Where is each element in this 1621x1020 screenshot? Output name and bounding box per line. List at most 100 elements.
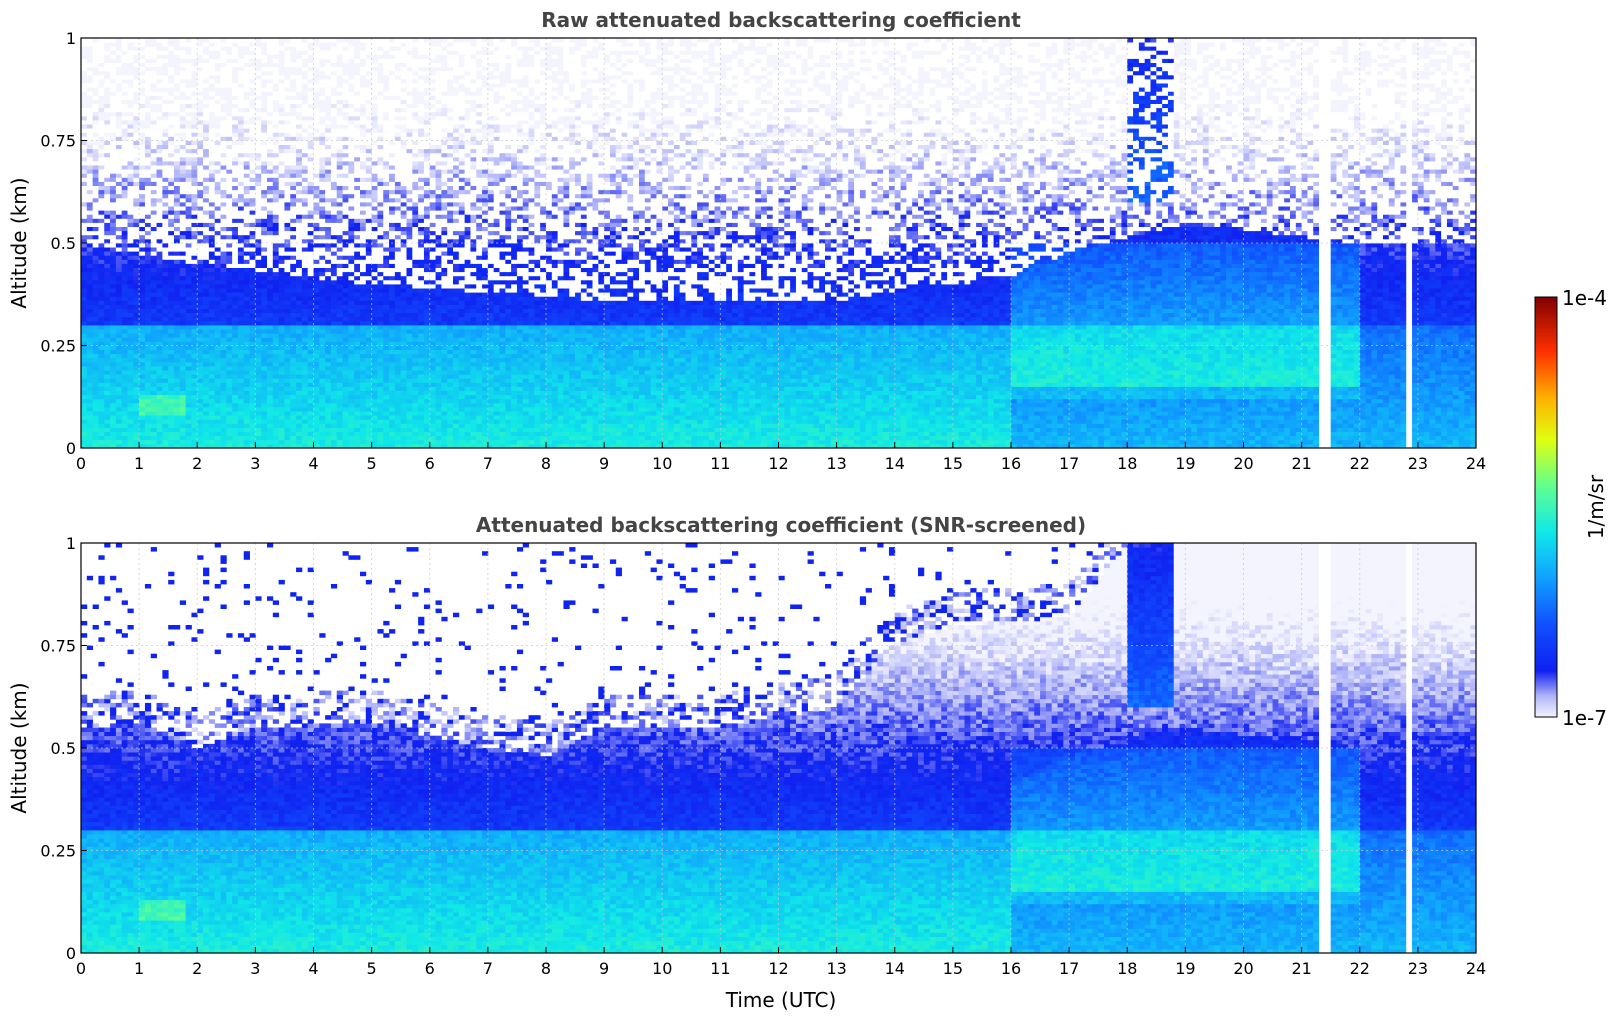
heatmap-cell bbox=[98, 251, 105, 256]
heatmap-cell bbox=[156, 398, 163, 404]
heatmap-cell bbox=[301, 173, 309, 178]
heatmap-cell bbox=[197, 128, 204, 133]
heatmap-cell bbox=[336, 42, 343, 47]
heatmap-cell bbox=[255, 247, 262, 252]
heatmap-cell bbox=[267, 210, 274, 215]
heatmap-cell bbox=[110, 427, 117, 432]
heatmap-cell bbox=[319, 46, 326, 51]
heatmap-cell bbox=[144, 398, 152, 404]
heatmap-cell bbox=[313, 202, 320, 207]
heatmap-cell bbox=[150, 263, 157, 268]
heatmap-cell bbox=[301, 390, 309, 396]
heatmap-cell bbox=[174, 173, 181, 178]
heatmap-cell bbox=[121, 353, 128, 359]
heatmap-cell bbox=[307, 292, 314, 297]
heatmap-cell bbox=[121, 423, 128, 428]
heatmap-cell bbox=[360, 263, 367, 268]
heatmap-cell bbox=[342, 398, 349, 404]
heatmap-cell bbox=[104, 407, 111, 412]
heatmap-cell bbox=[330, 255, 338, 260]
heatmap-cell bbox=[133, 169, 140, 174]
heatmap-cell bbox=[365, 443, 373, 449]
heatmap-cell bbox=[342, 308, 349, 314]
heatmap-cell bbox=[139, 443, 146, 449]
heatmap-cell bbox=[261, 58, 268, 63]
heatmap-cell bbox=[150, 247, 157, 252]
heatmap-cell bbox=[185, 247, 192, 252]
heatmap-cell bbox=[179, 210, 187, 215]
heatmap-cell bbox=[115, 156, 123, 162]
heatmap-cell bbox=[104, 353, 111, 359]
heatmap-cell bbox=[336, 259, 343, 264]
heatmap-cell bbox=[156, 349, 163, 355]
heatmap-cell bbox=[162, 353, 169, 359]
heatmap-cell bbox=[307, 107, 314, 113]
heatmap-cell bbox=[81, 304, 88, 309]
heatmap-cell bbox=[98, 83, 105, 88]
heatmap-cell bbox=[226, 370, 233, 375]
heatmap-cell bbox=[365, 95, 373, 100]
heatmap-cell bbox=[208, 95, 216, 100]
heatmap-cell bbox=[208, 419, 216, 424]
heatmap-cell bbox=[272, 115, 280, 121]
heatmap-cell bbox=[86, 234, 94, 240]
heatmap-cell bbox=[156, 234, 163, 240]
heatmap-cell bbox=[156, 111, 163, 117]
heatmap-cell bbox=[348, 95, 355, 100]
heatmap-cell bbox=[98, 144, 105, 150]
heatmap-cell bbox=[133, 292, 140, 297]
heatmap-cell bbox=[214, 132, 221, 137]
heatmap-cell bbox=[127, 337, 134, 342]
heatmap-cell bbox=[232, 222, 239, 227]
heatmap-cell bbox=[86, 366, 94, 371]
heatmap-cell bbox=[267, 189, 274, 195]
heatmap-cell bbox=[296, 193, 303, 199]
heatmap-cell bbox=[156, 202, 163, 207]
heatmap-cell bbox=[121, 165, 128, 170]
heatmap-cell bbox=[243, 140, 250, 145]
heatmap-cell bbox=[354, 173, 361, 178]
heatmap-cell bbox=[307, 214, 314, 219]
heatmap-cell bbox=[208, 398, 216, 404]
heatmap-cell bbox=[110, 398, 117, 404]
heatmap-cell bbox=[104, 120, 111, 125]
heatmap-cell bbox=[156, 419, 163, 424]
heatmap-cell bbox=[296, 341, 303, 346]
heatmap-cell bbox=[133, 267, 140, 273]
heatmap-cell bbox=[261, 46, 268, 51]
heatmap-cell bbox=[162, 214, 169, 219]
heatmap-cell bbox=[348, 42, 355, 47]
heatmap-cell bbox=[237, 411, 245, 416]
heatmap-cell bbox=[255, 316, 262, 322]
heatmap-cell bbox=[92, 62, 99, 68]
heatmap-cell bbox=[110, 202, 117, 207]
heatmap-cell bbox=[162, 173, 169, 178]
heatmap-cell bbox=[185, 62, 192, 68]
heatmap-cell bbox=[290, 169, 297, 174]
heatmap-cell bbox=[179, 329, 187, 334]
heatmap-cell bbox=[330, 419, 338, 424]
heatmap-cell bbox=[144, 169, 152, 174]
heatmap-cell bbox=[237, 95, 245, 100]
heatmap-cell bbox=[197, 374, 204, 379]
heatmap-cell bbox=[272, 353, 280, 359]
heatmap-cell bbox=[296, 361, 303, 367]
heatmap-cell bbox=[144, 74, 152, 80]
heatmap-cell bbox=[325, 296, 332, 301]
heatmap-cell bbox=[121, 161, 128, 166]
heatmap-cell bbox=[261, 79, 268, 84]
heatmap-cell bbox=[237, 366, 245, 371]
heatmap-cell bbox=[249, 185, 256, 191]
heatmap-cell bbox=[243, 42, 250, 47]
heatmap-cell bbox=[104, 202, 111, 207]
heatmap-cell bbox=[174, 202, 181, 207]
heatmap-cell bbox=[336, 87, 343, 92]
heatmap-cell bbox=[115, 431, 123, 437]
heatmap-cell bbox=[81, 115, 88, 121]
heatmap-cell bbox=[86, 111, 94, 117]
heatmap-cell bbox=[330, 54, 338, 59]
heatmap-cell bbox=[115, 267, 123, 273]
heatmap-cell bbox=[214, 353, 221, 359]
heatmap-cell bbox=[330, 165, 338, 170]
heatmap-cell bbox=[191, 329, 198, 334]
